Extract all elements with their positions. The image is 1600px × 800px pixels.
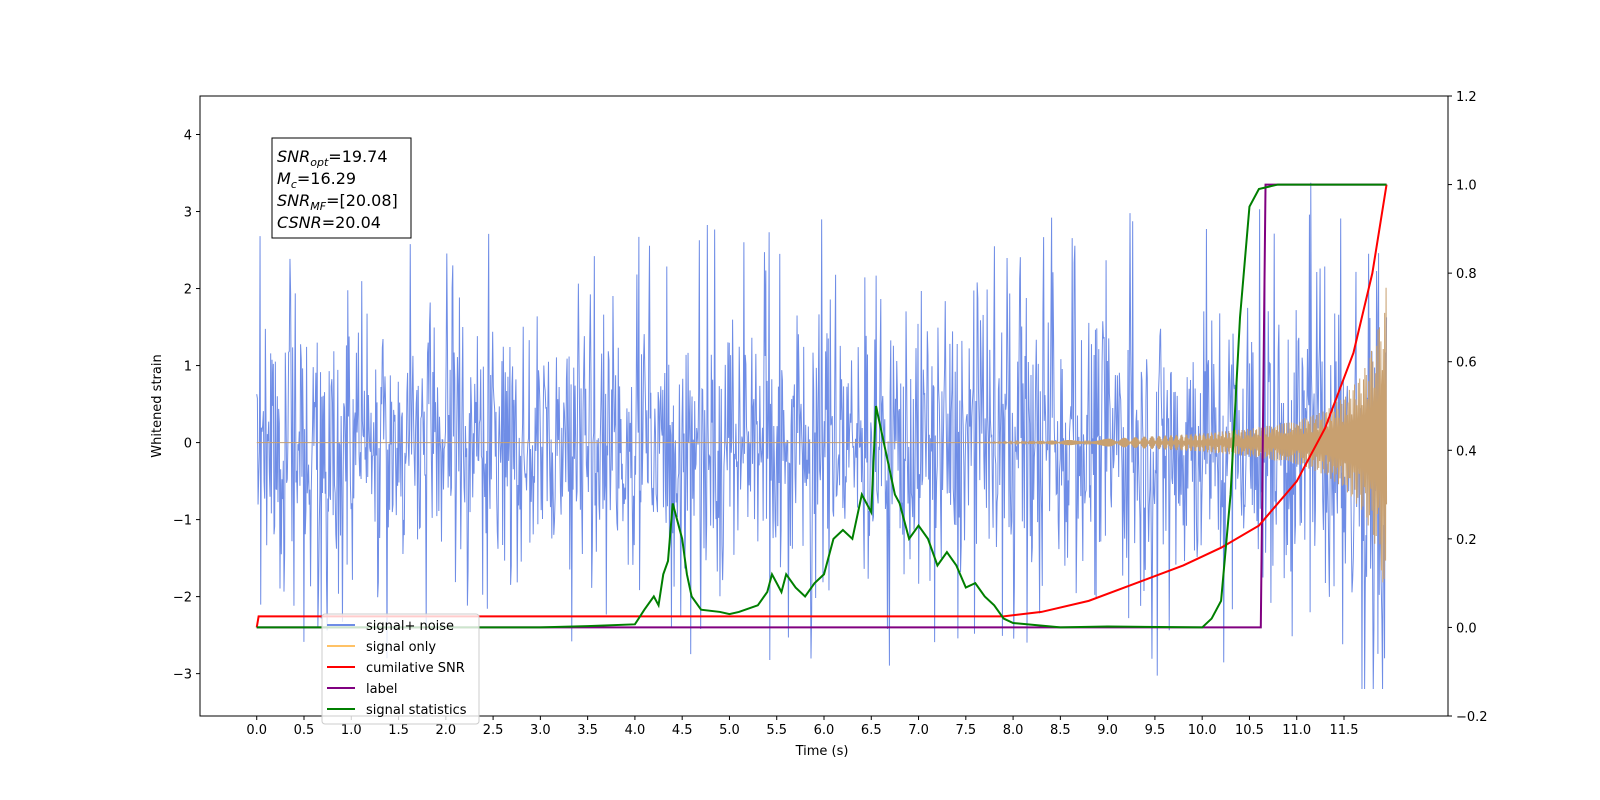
x-axis-label: Time (s) [795,744,849,759]
x-tick-label: 2.0 [435,723,456,738]
series-signal-statistics [256,183,1387,629]
plot-area [255,182,1388,690]
y-tick-label: −3 [173,668,192,683]
stat-snr-opt: SNRopt=19.74 [277,147,388,169]
x-tick-label: 0.0 [246,723,267,738]
x-tick-label: 9.5 [1145,723,1166,738]
x-tick-label: 4.0 [625,723,646,738]
y-tick-label: −2 [173,591,192,606]
y2-tick-label: 1.2 [1456,90,1477,105]
stat-csnr: CSNR=20.04 [277,213,381,232]
y2-tick-label: 1.0 [1456,179,1477,194]
x-tick-label: 3.5 [577,723,598,738]
y-tick-label: 1 [184,360,192,375]
x-tick-label: 10.0 [1188,723,1217,738]
x-tick-label: 6.5 [861,723,882,738]
x-tick-label: 4.5 [672,723,693,738]
legend-frame [321,613,480,725]
y-tick-label: 2 [184,283,192,298]
x-tick-label: 6.0 [814,723,835,738]
y2-tick-label: 0.0 [1456,621,1477,636]
x-tick-label: 7.0 [908,723,929,738]
x-tick-label: 7.5 [955,723,976,738]
y-tick-label: 3 [184,206,192,221]
stats-box-frame [271,137,412,239]
legend-label-signal-only: signal only [366,640,436,655]
y2-tick-label: 0.6 [1456,356,1477,371]
series-signal-only [256,287,1388,583]
x-tick-label: 8.0 [1003,723,1024,738]
x-tick-label: 8.5 [1050,723,1071,738]
y2-tick-label: −0.2 [1456,710,1488,725]
legend-label-label: label [366,682,397,697]
stats-box: SNRopt=19.74 Mc=16.29 SNRMF=[20.08] CSNR… [271,137,412,239]
stat-mc: Mc=16.29 [277,169,356,191]
legend-label-signal-noise: signal+ noise [366,619,454,634]
series-signal-noise [256,182,1388,690]
x-tick-label: 9.0 [1097,723,1118,738]
y2-tick-label: 0.8 [1456,267,1477,282]
x-tick-label: 5.0 [719,723,740,738]
y2-tick-label: 0.4 [1456,444,1477,459]
y-tick-label: 0 [184,437,192,452]
x-tick-label: 11.5 [1330,723,1359,738]
series-cumulative-snr [255,184,1388,628]
legend-label-signal-statistics: signal statistics [366,703,467,718]
x-tick-label: 0.5 [294,723,315,738]
y-tick-label: 4 [184,129,192,144]
axes: 0.0 0.5 1.0 1.5 2.0 2.5 3.0 3.5 4.0 4.5 5.0 5.5 6.0 6… [173,90,1488,738]
legend-label-cumulative-snr: cumilative SNR [366,661,465,676]
x-tick-label: 2.5 [483,723,504,738]
y-axis-label: Whitened strain [150,354,165,457]
x-tick-label: 10.5 [1235,723,1264,738]
x-tick-label: 1.0 [341,723,362,738]
stat-snr-mf: SNRMF=[20.08] [277,191,398,213]
x-tick-label: 1.5 [388,723,409,738]
legend: signal+ noise signal only cumilative SNR… [321,613,480,725]
x-tick-label: 3.0 [530,723,551,738]
x-tick-label: 5.5 [766,723,787,738]
y2-tick-label: 0.2 [1456,533,1477,548]
y-tick-label: −1 [173,514,192,529]
x-tick-label: 11.0 [1282,723,1311,738]
